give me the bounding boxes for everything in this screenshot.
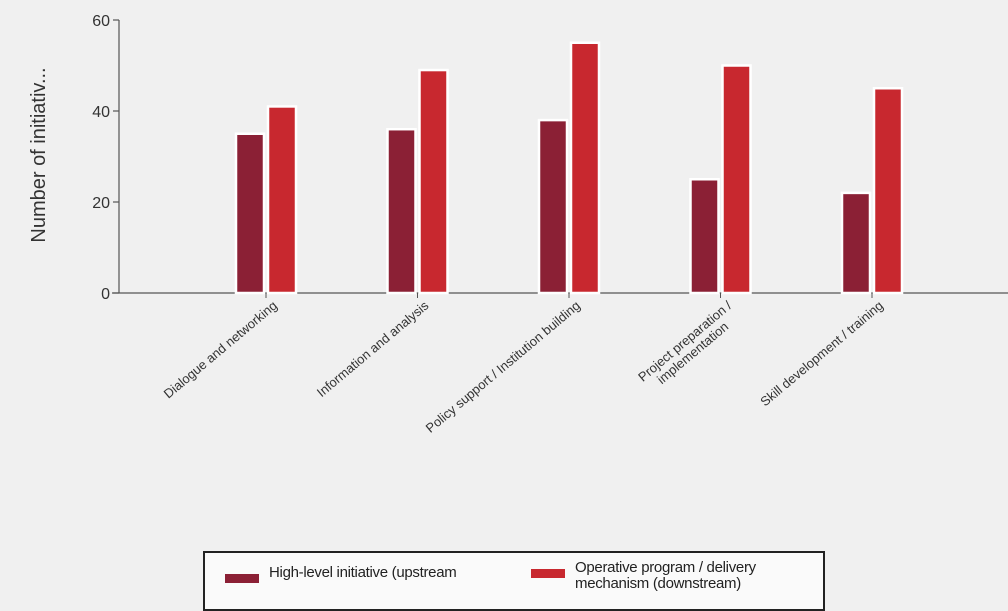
bar-downstream — [268, 106, 296, 293]
x-tick-label: Policy support / Institution building — [423, 298, 583, 436]
y-tick-label: 60 — [92, 13, 110, 30]
legend-label-upstream: High-level initiative (upstream — [269, 565, 456, 581]
legend-item-upstream: High-level initiative (upstream — [225, 565, 456, 583]
bar-upstream — [388, 129, 416, 293]
y-tick-label: 0 — [101, 286, 110, 303]
legend-label-downstream: Operative program / delivery mechanism (… — [575, 560, 756, 592]
bar-downstream — [874, 88, 902, 293]
x-tick-label: Project preparation /implementation — [635, 298, 744, 396]
bar-downstream — [420, 70, 448, 293]
bar-upstream — [539, 120, 567, 293]
bar-upstream — [236, 134, 264, 293]
bar-downstream — [723, 66, 751, 294]
x-tick-label: Dialogue and networking — [161, 298, 280, 401]
legend: High-level initiative (upstream Operativ… — [203, 551, 825, 611]
y-tick-label: 20 — [92, 195, 110, 212]
bar-upstream — [842, 193, 870, 293]
legend-swatch-downstream — [531, 569, 565, 578]
legend-swatch-upstream — [225, 574, 259, 583]
legend-item-downstream: Operative program / delivery mechanism (… — [531, 560, 756, 592]
y-axis-label: Number of initiativ... — [28, 67, 50, 242]
bar-downstream — [571, 43, 599, 293]
y-tick-label: 40 — [92, 104, 110, 121]
x-tick-label: Information and analysis — [314, 297, 432, 399]
bar-upstream — [691, 179, 719, 293]
x-tick-label: Skill development / training — [757, 298, 886, 409]
